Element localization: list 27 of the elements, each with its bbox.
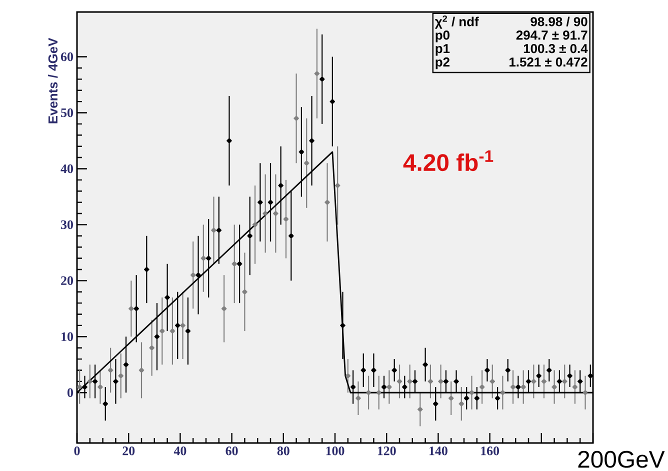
y-tick-label: 50 bbox=[61, 108, 73, 118]
annotation: 294.7 ± 91.7 bbox=[516, 30, 588, 40]
x-tick-label: 140 bbox=[430, 446, 448, 456]
annotation: 1.521 ± 0.472 bbox=[510, 57, 588, 67]
x-tick-label: 60 bbox=[226, 446, 238, 456]
x-tick-label: 0 bbox=[74, 446, 80, 456]
annotation: p0 bbox=[436, 30, 450, 42]
annotation: p2 bbox=[436, 57, 450, 70]
annotation: χ$^{2}$ / ndf bbox=[434, 15, 479, 29]
x-tick-label: 80 bbox=[277, 446, 290, 456]
y-tick-label: 40 bbox=[60, 164, 73, 174]
y-axis-title: Events / 4GeV bbox=[48, 38, 58, 124]
annotation: 4.20 fb$^{-1}$ bbox=[403, 150, 494, 172]
y-tick-label: 20 bbox=[61, 276, 73, 286]
y-tick-label: 30 bbox=[61, 220, 73, 230]
annotation: p1 bbox=[436, 44, 450, 56]
y-tick-label: 60 bbox=[60, 52, 73, 62]
text: 200GeV bbox=[578, 450, 665, 468]
x-tick-label: 100 bbox=[326, 446, 344, 456]
x-tick-label: 160 bbox=[481, 446, 500, 456]
y-tick-label: 0 bbox=[68, 388, 73, 397]
y-tick-label: 10 bbox=[62, 332, 73, 342]
annotation: 100.3 ± 0.4 bbox=[524, 44, 588, 54]
annotation: 98.98 / 90 bbox=[530, 16, 588, 26]
x-tick-label: 40 bbox=[174, 446, 186, 456]
x-tick-label: 120 bbox=[378, 446, 396, 456]
x-tick-label: 20 bbox=[122, 446, 135, 456]
